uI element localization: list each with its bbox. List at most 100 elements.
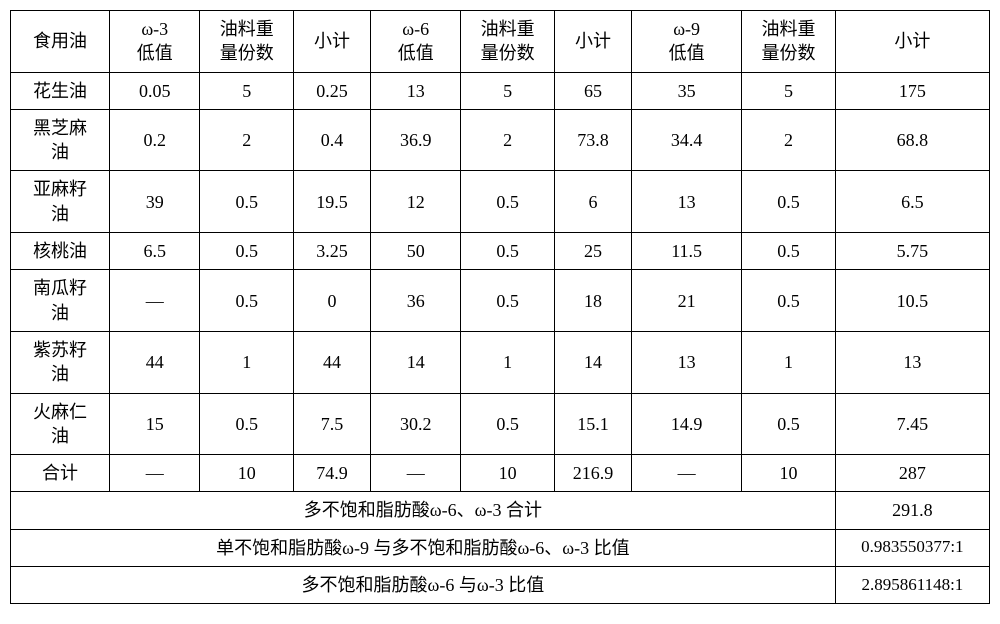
table-cell: 0.5 (742, 270, 836, 332)
table-cell: 36 (371, 270, 461, 332)
table-cell: 13 (371, 72, 461, 109)
table-cell: 0.5 (200, 171, 294, 233)
table-cell: 13 (632, 331, 742, 393)
summary-value: 0.983550377:1 (835, 529, 989, 566)
col-header: 小计 (294, 11, 371, 73)
table-cell: 6.5 (835, 171, 989, 233)
table-cell: 0.05 (110, 72, 200, 109)
table-cell: 35 (632, 72, 742, 109)
table-cell: 44 (110, 331, 200, 393)
table-row: 亚麻籽 油390.519.5120.56130.56.5 (11, 171, 990, 233)
table-cell: 1 (742, 331, 836, 393)
table-cell: 1 (200, 331, 294, 393)
table-cell: 287 (835, 455, 989, 492)
col-header: 油料重 量份数 (742, 11, 836, 73)
table-cell: 南瓜籽 油 (11, 270, 110, 332)
table-cell: 0.25 (294, 72, 371, 109)
table-cell: 7.5 (294, 393, 371, 455)
table-cell: 6 (554, 171, 631, 233)
table-cell: 44 (294, 331, 371, 393)
table-cell: 0.5 (461, 233, 555, 270)
table-cell: 0.5 (461, 171, 555, 233)
table-cell: 0.4 (294, 109, 371, 171)
table-cell: 3.25 (294, 233, 371, 270)
table-cell: 13 (835, 331, 989, 393)
summary-row: 多不饱和脂肪酸ω-6、ω-3 合计 291.8 (11, 492, 990, 529)
table-cell: 74.9 (294, 455, 371, 492)
summary-label: 单不饱和脂肪酸ω-9 与多不饱和脂肪酸ω-6、ω-3 比值 (11, 529, 836, 566)
table-cell: 0.5 (200, 393, 294, 455)
table-cell: 5 (461, 72, 555, 109)
table-cell: 10 (461, 455, 555, 492)
table-cell: 2 (200, 109, 294, 171)
table-row: 紫苏籽 油441441411413113 (11, 331, 990, 393)
table-cell: 5 (200, 72, 294, 109)
col-header: 油料重 量份数 (200, 11, 294, 73)
summary-value: 2.895861148:1 (835, 567, 989, 604)
summary-row: 多不饱和脂肪酸ω-6 与ω-3 比值 2.895861148:1 (11, 567, 990, 604)
table-cell: 65 (554, 72, 631, 109)
table-cell: 0.5 (461, 270, 555, 332)
table-cell: 36.9 (371, 109, 461, 171)
col-header: ω-3 低值 (110, 11, 200, 73)
col-header: 油料重 量份数 (461, 11, 555, 73)
table-cell: 216.9 (554, 455, 631, 492)
table-cell: 7.45 (835, 393, 989, 455)
table-cell: 73.8 (554, 109, 631, 171)
table-cell: 14 (554, 331, 631, 393)
col-header: ω-9 低值 (632, 11, 742, 73)
table-cell: 2 (461, 109, 555, 171)
table-row: 花生油0.0550.2513565355175 (11, 72, 990, 109)
table-cell: 火麻仁 油 (11, 393, 110, 455)
table-row: 核桃油6.50.53.25500.52511.50.55.75 (11, 233, 990, 270)
col-header: 食用油 (11, 11, 110, 73)
table-cell: 10 (200, 455, 294, 492)
table-cell: 0.5 (461, 393, 555, 455)
table-cell: 2 (742, 109, 836, 171)
col-header: ω-6 低值 (371, 11, 461, 73)
table-cell: 0.5 (200, 233, 294, 270)
table-cell: 34.4 (632, 109, 742, 171)
table-row: 火麻仁 油150.57.530.20.515.114.90.57.45 (11, 393, 990, 455)
table-cell: — (632, 455, 742, 492)
summary-label: 多不饱和脂肪酸ω-6、ω-3 合计 (11, 492, 836, 529)
table-cell: — (371, 455, 461, 492)
summary-value: 291.8 (835, 492, 989, 529)
table-cell: 10.5 (835, 270, 989, 332)
table-cell: 25 (554, 233, 631, 270)
col-header: 小计 (835, 11, 989, 73)
table-row: 合计—1074.9—10216.9—10287 (11, 455, 990, 492)
table-cell: — (110, 455, 200, 492)
table-cell: 0.5 (200, 270, 294, 332)
table-cell: 6.5 (110, 233, 200, 270)
table-cell: 1 (461, 331, 555, 393)
table-cell: 50 (371, 233, 461, 270)
table-body: 花生油0.0550.2513565355175黑芝麻 油0.220.436.92… (11, 72, 990, 492)
table-cell: 15.1 (554, 393, 631, 455)
table-cell: 0.2 (110, 109, 200, 171)
table-cell: 12 (371, 171, 461, 233)
table-cell: 花生油 (11, 72, 110, 109)
table-cell: 5.75 (835, 233, 989, 270)
table-cell: 11.5 (632, 233, 742, 270)
table-cell: 175 (835, 72, 989, 109)
table-cell: 0.5 (742, 233, 836, 270)
table-cell: 14.9 (632, 393, 742, 455)
table-cell: 合计 (11, 455, 110, 492)
table-cell: 21 (632, 270, 742, 332)
table-cell: 0 (294, 270, 371, 332)
table-cell: 核桃油 (11, 233, 110, 270)
summary-row: 单不饱和脂肪酸ω-9 与多不饱和脂肪酸ω-6、ω-3 比值 0.98355037… (11, 529, 990, 566)
table-cell: 14 (371, 331, 461, 393)
table-cell: 黑芝麻 油 (11, 109, 110, 171)
table-cell: — (110, 270, 200, 332)
table-cell: 68.8 (835, 109, 989, 171)
table-cell: 0.5 (742, 171, 836, 233)
table-cell: 13 (632, 171, 742, 233)
table-cell: 紫苏籽 油 (11, 331, 110, 393)
table-footer: 多不饱和脂肪酸ω-6、ω-3 合计 291.8 单不饱和脂肪酸ω-9 与多不饱和… (11, 492, 990, 604)
summary-label: 多不饱和脂肪酸ω-6 与ω-3 比值 (11, 567, 836, 604)
table-cell: 5 (742, 72, 836, 109)
table-cell: 30.2 (371, 393, 461, 455)
table-cell: 39 (110, 171, 200, 233)
